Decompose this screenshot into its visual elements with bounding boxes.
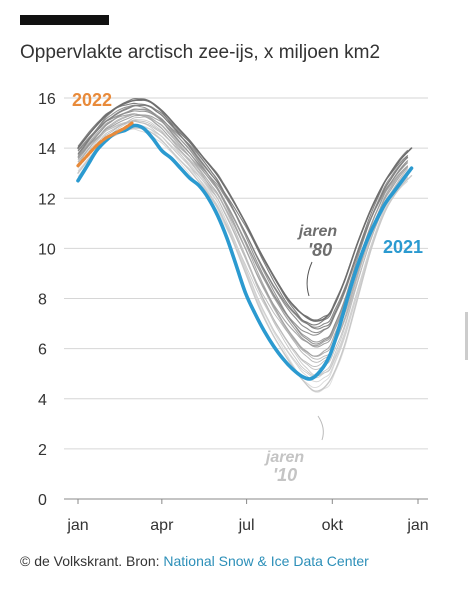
scroll-edge [465,312,468,360]
label-eighties-line2: '80 [308,240,332,260]
label-tens-line1: jaren [264,449,304,466]
historic-year-line [77,120,409,377]
series-line-2021 [76,123,414,381]
x-tick-label: jan [406,517,428,534]
series-line-2022 [76,121,134,168]
credit-text: © de Volkskrant. Bron: [20,553,164,569]
x-tick-label: okt [322,517,344,534]
y-tick-label: 12 [38,191,56,208]
x-tick-label: jan [66,517,88,534]
y-tick-label: 4 [38,392,47,409]
label-tens-line2: '10 [273,465,297,485]
source-link[interactable]: National Snow & Ice Data Center [163,553,369,569]
y-tick-label: 8 [38,292,47,309]
footer-credit: © de Volkskrant. Bron: National Snow & I… [20,553,369,569]
historic-year-line [77,120,409,367]
series-line-tens [77,127,413,392]
y-tick-label: 0 [38,492,47,509]
historic-year-line [77,110,409,336]
y-tick-label: 2 [38,442,47,459]
label-2021: 2021 [383,237,423,257]
y-tick-label: 16 [38,91,56,108]
x-axis-ticks: jan apr jul okt jan [66,499,429,534]
y-tick-label: 10 [38,241,56,258]
x-tick-label: jul [238,517,255,534]
historic-year-line [77,128,409,388]
label-2022: 2022 [72,90,112,110]
tens-leader-line [317,415,324,441]
historic-year-line [77,108,409,343]
series-lines [76,98,414,392]
series-line-eighties [77,98,413,322]
brand-bar [20,15,109,25]
x-tick-label: apr [150,517,174,534]
y-tick-label: 6 [38,342,47,359]
y-tick-label: 14 [38,141,56,158]
gridlines [64,97,428,500]
historic-year-line [77,104,409,345]
chart-title: Oppervlakte arctisch zee-ijs, x miljoen … [20,42,381,63]
historic-year-line [77,119,409,370]
eighties-leader-line [306,261,313,297]
label-eighties-line1: jaren [297,223,337,240]
annotations: 2022 2021 jaren '80 jaren '10 [72,90,423,485]
y-axis-ticks: 0 2 4 6 8 10 12 14 16 [38,91,56,509]
